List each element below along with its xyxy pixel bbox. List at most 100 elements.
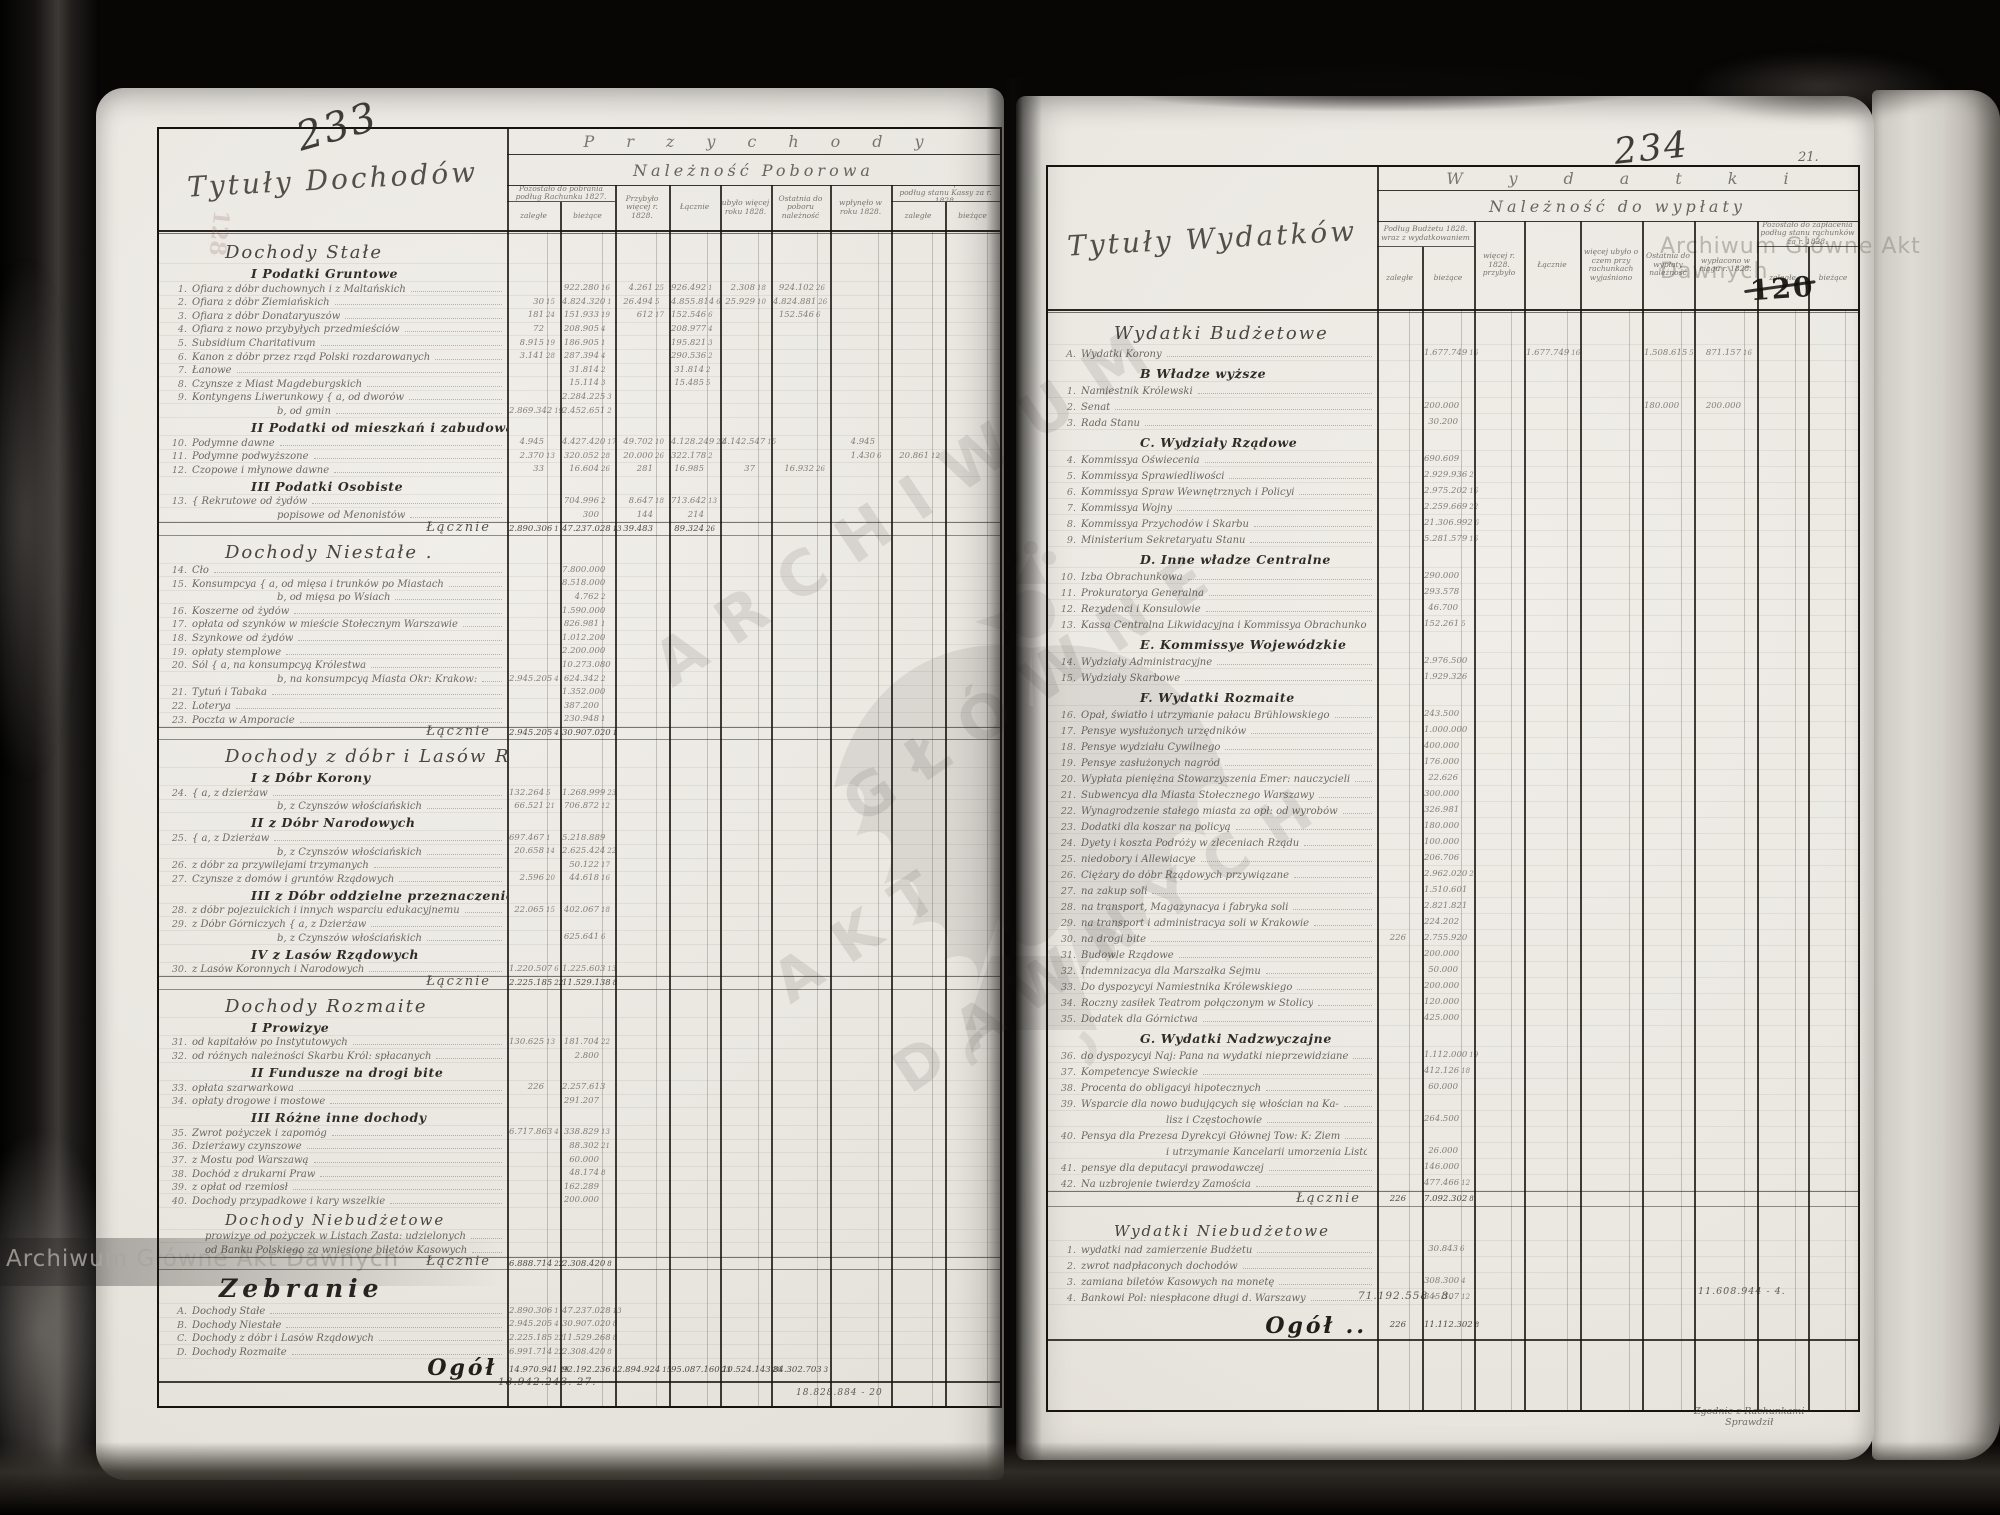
- amount-cell: 26.000: [1424, 1146, 1472, 1156]
- row-label-area: 1. wydatki nad zamierzenie Budżetu: [1048, 1241, 1377, 1256]
- amount-value: 16.932: [784, 464, 814, 475]
- amount-grosze: 1: [708, 284, 713, 293]
- amount-value: 2.945.205: [509, 673, 553, 684]
- amount-cell: 8.915 19: [509, 338, 558, 348]
- row-label-area: 27. Czynsze z domów i gruntów Rządowych: [159, 872, 507, 885]
- amount-value: 293.578: [1424, 586, 1460, 597]
- leader-line: [1342, 812, 1372, 814]
- row-number: 8.: [1066, 519, 1076, 530]
- ledger-row: 24. { a, z dzierżaw 132.264 5 1.268.999 23: [159, 786, 1000, 800]
- amount-cell: 697.467 1: [509, 833, 558, 843]
- amount-grosze: 28: [601, 451, 610, 460]
- scan-shadow: [1100, 60, 1660, 112]
- row-label-area: 26. z dóbr za przywilejami trzymanych: [159, 859, 507, 871]
- row-label-area: 4. Ofiara z nowo przybyłych przedmieściów: [159, 323, 507, 335]
- leader-line: [274, 839, 502, 841]
- amount-value: 2.894.924: [617, 1364, 661, 1375]
- column-line: [830, 185, 832, 1406]
- ledger-row: 5. Kommissya Sprawiedliwości 2.929.936 2: [1048, 467, 1858, 483]
- row-text: Zwrot pożyczek i zapomóg: [192, 1127, 327, 1139]
- leader-line: [1334, 716, 1372, 718]
- row-text: Łącznie: [1296, 1191, 1361, 1206]
- ledger-row: Wydatki Budżetowe: [1048, 315, 1858, 345]
- row-text: Dochody przypadkowe i kary wszelkie: [192, 1195, 386, 1207]
- amount-value: 176.000: [1424, 756, 1460, 767]
- column-line: [602, 230, 603, 1406]
- leader-line: [1314, 924, 1372, 926]
- row-text: od różnych należności Skarbu Król: spłac…: [192, 1050, 432, 1062]
- row-label-area: 8. Kommissya Przychodów i Skarbu: [1048, 515, 1377, 530]
- row-number: 20.: [1060, 774, 1076, 785]
- amount-value: 3.141: [519, 351, 544, 362]
- leader-line: [320, 1175, 502, 1177]
- amount-grosze: 4: [1461, 1276, 1466, 1285]
- amount-cell: 387.200: [562, 701, 613, 711]
- leader-line: [1353, 1057, 1372, 1059]
- amount-cell: 206.706: [1424, 853, 1472, 863]
- row-text: Dochody Stałe: [192, 1306, 266, 1318]
- amount-cell: 291.207: [562, 1096, 613, 1106]
- ledger-row: I z Dóbr Korony: [159, 768, 1000, 787]
- column-line: [507, 129, 509, 1406]
- amount-cell: 30.843 6: [1424, 1244, 1472, 1254]
- row-number: 31.: [1060, 950, 1076, 961]
- leader-line: [291, 1353, 502, 1355]
- row-text: E. Kommissye Wojewódzkie: [1140, 637, 1347, 652]
- row-label-area: A. Dochody Stałe: [159, 1304, 507, 1317]
- amount-value: 4.824.320: [562, 296, 606, 307]
- row-text: Tytuń i Tabaka: [192, 687, 268, 699]
- amount-cell: 66.521 21: [509, 801, 558, 811]
- row-number: 6.: [1066, 487, 1076, 498]
- amount-grosze: 4: [554, 674, 559, 683]
- row-number: 24.: [171, 787, 187, 799]
- row-label-area: 16. Koszerne od żydów: [159, 604, 507, 617]
- row-text: Konsumpcya { a, od mięsa i trunków po Mi…: [192, 578, 444, 590]
- amount-cell: 706.872 12: [562, 801, 613, 811]
- ledger-row: 2. Ofiara z dóbr Ziemiańskich 30 15 4.824.32…: [159, 296, 1000, 310]
- row-text: od Banku Polskiego za wniesione biletów …: [205, 1244, 468, 1256]
- leader-line: [448, 585, 502, 587]
- row-text: Dochody Rozmaite: [192, 1346, 287, 1358]
- row-text: Wydatki Korony: [1081, 349, 1162, 360]
- ledger-row: D. Dochody Rozmaite 6.991.714 22 2.308.420 8: [159, 1345, 1000, 1359]
- row-text: II Fundusze na drogi bite: [251, 1064, 444, 1080]
- row-number: 8.: [177, 378, 187, 390]
- amount-value: 1.590.000: [562, 605, 606, 616]
- row-text: Poczta w Amporacie: [192, 714, 295, 726]
- row-number: 26.: [1060, 870, 1076, 881]
- row-text: Rezydenci i Konsulowie: [1081, 604, 1201, 615]
- amount-cell: 14.970.941 19: [509, 1365, 569, 1375]
- leader-line: [272, 693, 502, 696]
- leader-line: [286, 653, 502, 655]
- amount-value: 88.302: [569, 1141, 599, 1152]
- amount-grosze: 6: [716, 297, 721, 306]
- row-label-area: Ogół ..: [1048, 1311, 1377, 1339]
- ledger-row: Dochody Niebudżetowe: [159, 1208, 1000, 1230]
- amount-grosze: 15: [546, 297, 555, 306]
- ledger-row: 32. Indemnizacya dla Marszałka Sejmu 50.00…: [1048, 962, 1858, 978]
- column-header: bieżące: [958, 210, 987, 220]
- ledger-row: b, od gmin 2.869.342 19 2.452.651 2: [159, 404, 1000, 418]
- leader-line: [1297, 988, 1372, 990]
- amount-value: 1.430: [850, 450, 875, 461]
- amount-cell: 922.280 16: [562, 283, 613, 293]
- amount-value: 425.000: [1424, 1012, 1460, 1023]
- row-number: 17.: [1060, 726, 1076, 737]
- amount-grosze: 4: [554, 1320, 559, 1329]
- row-number: 16.: [171, 605, 187, 617]
- amount-value: 95.087.160: [671, 1364, 720, 1375]
- row-number: A.: [1066, 349, 1076, 360]
- ledger-row: 15. Wydziały Skarbowe 1.929.326: [1048, 669, 1858, 685]
- amount-grosze: 2: [601, 674, 606, 683]
- row-text: Dochody Rozmaite: [225, 995, 428, 1017]
- ledger-row: b, z Czynszów włościańskich 66.521 21 706.8…: [159, 800, 1000, 814]
- amount-value: 922.280: [563, 283, 599, 294]
- amount-value: 31.814: [674, 364, 704, 375]
- row-number: 16.: [1060, 710, 1076, 721]
- amount-cell: 6.717.863 4: [509, 1127, 559, 1137]
- amount-value: 226: [527, 1082, 544, 1093]
- leader-line: [1355, 780, 1372, 782]
- amount-grosze: 26: [655, 451, 664, 460]
